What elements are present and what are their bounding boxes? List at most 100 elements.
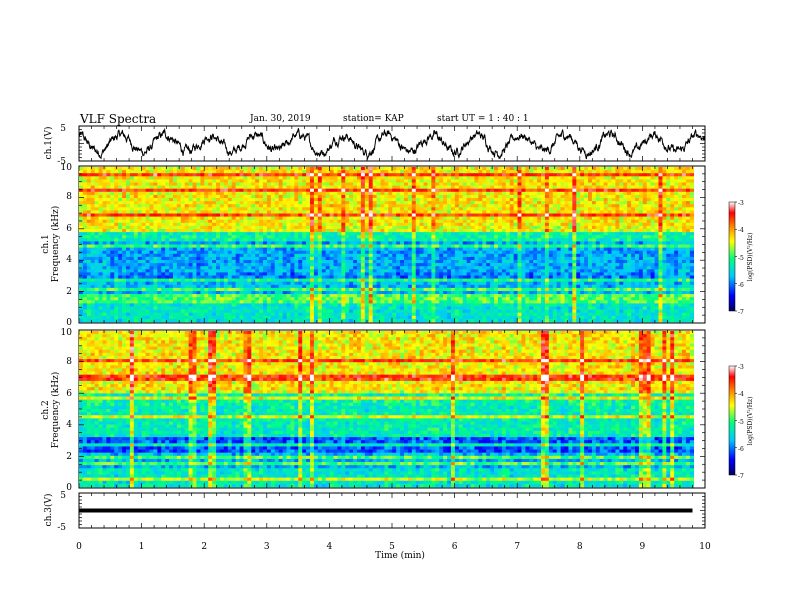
spectrogram-cell <box>357 232 362 236</box>
spectrogram-cell <box>497 250 503 255</box>
spectrogram-cell <box>599 191 604 196</box>
spectrogram-cell <box>82 170 88 174</box>
spectrogram-cell <box>341 191 346 196</box>
spectrogram-cell <box>627 185 632 189</box>
spectrogram-cell <box>294 229 299 233</box>
spectrogram-cell <box>216 204 221 208</box>
spectrogram-cell <box>329 253 334 258</box>
spectrogram-cell <box>122 173 127 177</box>
spectrogram-cell <box>619 188 624 193</box>
spectrogram-cell <box>431 222 436 227</box>
spectrogram-cell <box>635 235 640 239</box>
spectrogram-cell <box>689 247 695 251</box>
spectrogram-cell <box>349 182 354 186</box>
spectrogram-cell <box>286 229 291 233</box>
spectrogram-cell <box>223 232 229 236</box>
spectrogram-cell <box>325 253 330 258</box>
spectrogram-cell <box>681 179 687 183</box>
spectrogram-cell <box>482 225 487 230</box>
spectrogram-cell <box>588 222 593 227</box>
spectrogram-cell <box>486 222 491 227</box>
spectrogram-cell <box>118 191 123 196</box>
spectrogram-cell <box>251 244 256 248</box>
spectrogram-cell <box>443 170 448 174</box>
spectrogram-cell <box>681 232 687 236</box>
spectrogram-cell <box>388 198 393 202</box>
spectrogram-cell <box>172 213 178 217</box>
spectrogram-cell <box>513 179 518 183</box>
spectrogram-cell <box>388 256 393 261</box>
spectrogram-cell <box>376 247 381 251</box>
spectrogram-cell <box>204 225 209 230</box>
spectrogram-cell <box>572 191 577 196</box>
spectrogram-cell <box>310 216 315 220</box>
spectrogram-cell <box>329 173 334 177</box>
spectrogram-cell <box>137 173 142 177</box>
spectrogram-cell <box>216 263 221 267</box>
spectrogram-cell <box>337 198 342 202</box>
spectrogram-cell <box>611 247 616 251</box>
spectrogram-cell <box>635 241 640 245</box>
spectrogram-cell <box>513 188 518 193</box>
spectrogram-cell <box>642 241 648 245</box>
spectrogram-cell <box>584 191 589 196</box>
spectrogram-cell <box>270 238 276 242</box>
spectrogram-cell <box>235 253 240 258</box>
spectrogram-cell <box>176 260 182 264</box>
spectrogram-cell <box>497 198 503 202</box>
spectrogram-cell <box>357 216 362 220</box>
spectrogram-cell <box>674 222 679 227</box>
spectrogram-cell <box>576 210 581 214</box>
spectrogram-cell <box>443 260 448 264</box>
spectrogram-cell <box>556 222 561 227</box>
spectrogram-cell <box>169 213 174 217</box>
spectrogram-cell <box>129 213 135 217</box>
spectrogram-cell <box>290 201 295 205</box>
spectrogram-cell <box>243 253 248 258</box>
spectrogram-cell <box>646 201 651 205</box>
spectrogram-cell <box>607 256 612 261</box>
spectrogram-cell <box>122 216 127 220</box>
spectrogram-cell <box>650 210 655 214</box>
spectrogram-cell <box>321 216 326 220</box>
spectrogram-cell <box>670 219 675 224</box>
spectrogram-cell <box>165 194 170 199</box>
spectrogram-cell <box>595 176 601 180</box>
spectrogram-cell <box>122 222 127 227</box>
spectrogram-cell <box>212 185 217 189</box>
spectrogram-cell <box>337 182 342 186</box>
spectrogram-cell <box>572 204 577 208</box>
spectrogram-cell <box>537 219 542 224</box>
spectrogram-cell <box>548 241 554 245</box>
spectrogram-cell <box>509 176 514 180</box>
spectrogram-cell <box>172 170 178 174</box>
spectrogram-cell <box>114 225 119 230</box>
spectrogram-cell <box>321 201 326 205</box>
spectrogram-cell <box>615 185 620 189</box>
spectrogram-cell <box>505 173 511 177</box>
spectrogram-cell <box>145 170 150 174</box>
spectrogram-cell <box>537 188 542 193</box>
spectrogram-cell <box>227 232 233 236</box>
spectrogram-cell <box>278 204 283 208</box>
spectrogram-cell <box>619 210 624 214</box>
spectrogram-cell <box>259 232 264 236</box>
spectrogram-cell <box>216 182 221 186</box>
spectrogram-cell <box>106 198 111 202</box>
spectrogram-cell <box>689 222 695 227</box>
spectrogram-cell <box>666 182 671 186</box>
spectrogram-cell <box>678 201 683 205</box>
spectrogram-cell <box>435 232 440 236</box>
spectrogram-cell <box>157 210 162 214</box>
spectrogram-cell <box>341 167 346 171</box>
spectrogram-cell <box>497 201 503 205</box>
spectrogram-cell <box>501 232 507 236</box>
spectrogram-cell <box>302 235 307 239</box>
spectrogram-cell <box>137 179 142 183</box>
spectrogram-cell <box>114 253 119 258</box>
spectrogram-cell <box>427 182 432 186</box>
spectrogram-cell <box>689 260 695 264</box>
spectrogram-cell <box>631 188 636 193</box>
spectrogram-cell <box>372 250 377 255</box>
spectrogram-cell <box>646 198 651 202</box>
